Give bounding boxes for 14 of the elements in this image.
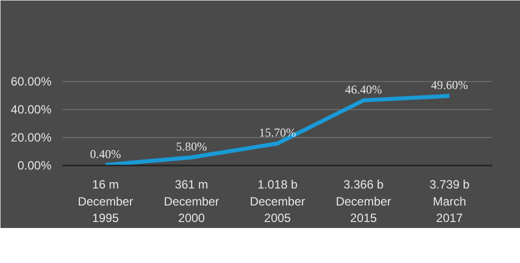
y-tick-label: 0.00% bbox=[17, 158, 52, 172]
y-tick-label: 60.00% bbox=[10, 74, 52, 88]
text: 49.60% bbox=[431, 78, 468, 92]
y-tick-label: 20.00% bbox=[10, 130, 52, 144]
x-tick-label: 3.739 b March 2017 bbox=[429, 178, 470, 226]
text: 15.70% bbox=[259, 125, 296, 140]
text: 0.40% bbox=[90, 146, 121, 161]
text: 46.40% bbox=[345, 82, 382, 96]
x-tick-label: 16 m December 1995 bbox=[78, 178, 134, 226]
x-tick-label: 3.366 b December 2015 bbox=[336, 178, 392, 226]
text: 5.80% bbox=[176, 139, 207, 154]
y-tick-label: 40.00% bbox=[10, 102, 52, 116]
x-tick-label: 361 m December 2000 bbox=[164, 178, 220, 226]
x-tick-label: 1.018 b December 2005 bbox=[250, 178, 306, 226]
